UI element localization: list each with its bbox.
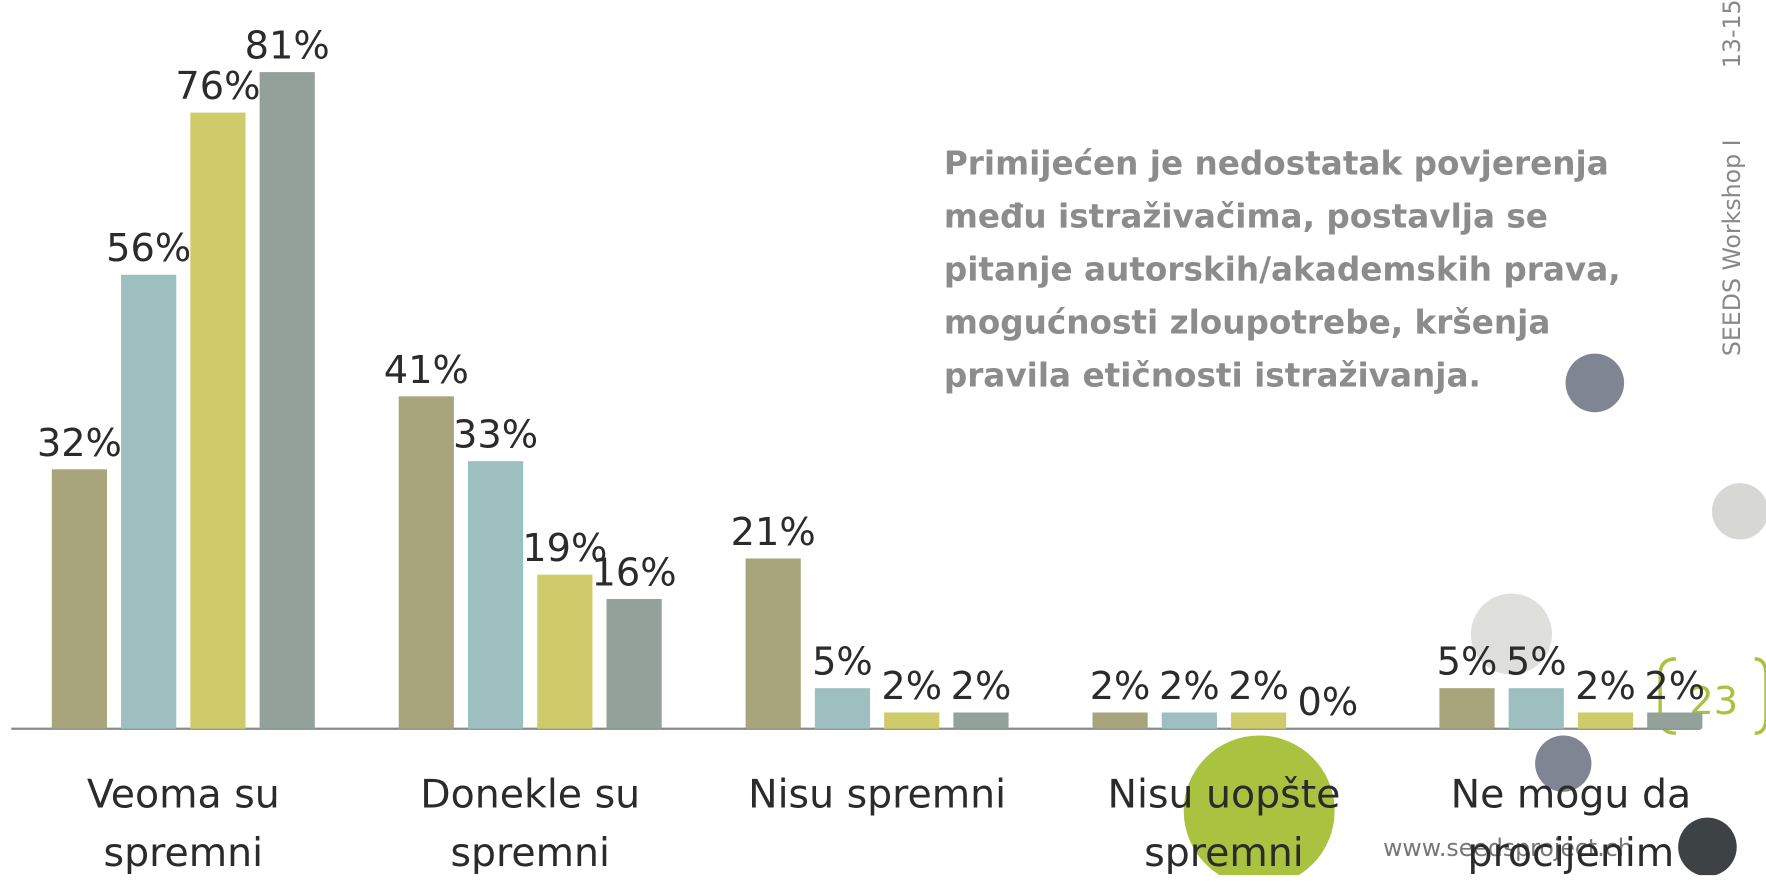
bar bbox=[1647, 712, 1703, 729]
side-date: 13-15 bbox=[1718, 0, 1746, 68]
x-tick-label: Nisu spremni bbox=[748, 772, 1007, 818]
decor-circle bbox=[1535, 735, 1592, 792]
data-label: 33% bbox=[453, 413, 538, 458]
bar bbox=[1092, 712, 1148, 729]
data-label: 32% bbox=[37, 421, 122, 466]
data-label: 2% bbox=[1159, 664, 1220, 709]
bar bbox=[745, 558, 801, 729]
bar bbox=[398, 396, 454, 729]
bar bbox=[1161, 712, 1217, 729]
decor-circle bbox=[1183, 735, 1335, 876]
data-label: 2% bbox=[1228, 664, 1289, 709]
bar bbox=[814, 688, 871, 729]
bar bbox=[1508, 688, 1564, 729]
bar bbox=[884, 712, 940, 729]
data-label: 2% bbox=[1575, 664, 1636, 709]
data-label: 2% bbox=[881, 664, 942, 709]
bar bbox=[259, 72, 315, 729]
data-label: 2% bbox=[1090, 664, 1151, 709]
bar bbox=[537, 574, 593, 729]
data-label: 81% bbox=[245, 24, 330, 69]
x-tick-label: Nisu uopšte spremni bbox=[1107, 772, 1341, 877]
decor-circle bbox=[1678, 817, 1737, 876]
bar bbox=[1439, 688, 1495, 729]
website: www.seedsproject.ch bbox=[1383, 834, 1633, 862]
bar bbox=[121, 274, 177, 729]
data-label: 56% bbox=[106, 226, 191, 271]
data-label: 2% bbox=[951, 664, 1012, 709]
bar bbox=[190, 112, 246, 729]
bar bbox=[953, 712, 1009, 729]
data-label: 5% bbox=[812, 640, 873, 685]
data-label: 2% bbox=[1644, 664, 1705, 709]
bracket bbox=[1658, 657, 1676, 735]
x-tick-label: Donekle su spremni bbox=[420, 772, 641, 877]
bar bbox=[1577, 712, 1634, 729]
decor-circle bbox=[1470, 593, 1553, 675]
bar bbox=[1231, 712, 1287, 729]
data-label: 76% bbox=[175, 64, 260, 109]
data-label: 19% bbox=[522, 526, 607, 571]
data-label: 5% bbox=[1506, 640, 1567, 685]
x-tick-label: Ne mogu da procijenim bbox=[1450, 772, 1692, 877]
data-label: 16% bbox=[592, 550, 677, 595]
bracket bbox=[1754, 657, 1766, 735]
data-label: 5% bbox=[1437, 640, 1498, 685]
side-text: SEEDS Workshop I bbox=[1718, 139, 1746, 356]
data-label: 21% bbox=[731, 510, 816, 555]
data-label: 0% bbox=[1298, 680, 1359, 725]
decor-circle bbox=[1711, 483, 1766, 540]
data-label: 41% bbox=[384, 348, 469, 393]
bar bbox=[467, 461, 524, 729]
decor-circle bbox=[1565, 353, 1625, 413]
annotation: Primijećen je nedostatak povjerenja među… bbox=[943, 144, 1621, 395]
x-tick-label: Veoma su spremni bbox=[86, 772, 280, 877]
bar bbox=[51, 469, 107, 729]
bar bbox=[606, 599, 662, 729]
